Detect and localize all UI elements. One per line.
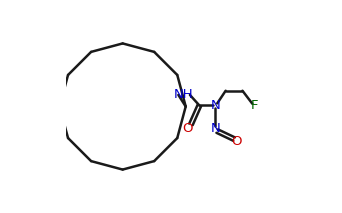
Text: O: O (232, 135, 242, 148)
Text: N: N (210, 99, 220, 112)
Text: O: O (183, 122, 193, 135)
Text: N: N (210, 122, 220, 135)
Text: F: F (250, 99, 258, 112)
Text: NH: NH (174, 88, 194, 101)
